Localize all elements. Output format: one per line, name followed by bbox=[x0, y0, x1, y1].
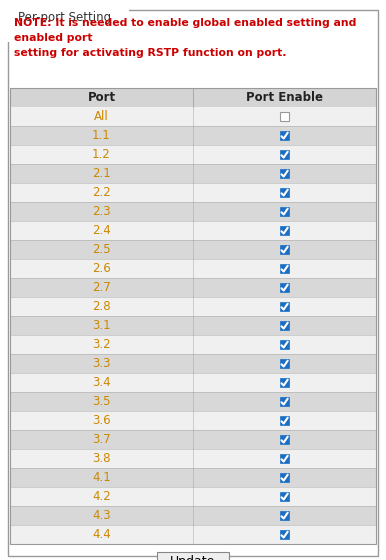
Bar bbox=[280, 131, 289, 140]
Bar bbox=[280, 150, 289, 159]
Bar bbox=[10, 202, 376, 221]
Bar bbox=[280, 264, 289, 273]
Bar bbox=[10, 449, 376, 468]
Text: 3.7: 3.7 bbox=[92, 433, 111, 446]
Bar bbox=[10, 354, 376, 373]
Bar bbox=[280, 473, 289, 482]
Bar bbox=[10, 487, 376, 506]
Bar bbox=[280, 511, 289, 520]
Bar bbox=[10, 221, 376, 240]
Bar bbox=[10, 525, 376, 544]
Bar bbox=[10, 335, 376, 354]
Text: 3.3: 3.3 bbox=[92, 357, 111, 370]
Text: Update: Update bbox=[170, 556, 216, 560]
Bar bbox=[280, 169, 289, 178]
Text: 2.2: 2.2 bbox=[92, 186, 111, 199]
Text: 3.5: 3.5 bbox=[92, 395, 111, 408]
Text: 3.8: 3.8 bbox=[92, 452, 111, 465]
Bar bbox=[10, 506, 376, 525]
Bar bbox=[280, 283, 289, 292]
Text: Port Enable: Port Enable bbox=[246, 91, 323, 104]
Text: 2.5: 2.5 bbox=[92, 243, 111, 256]
Text: Port: Port bbox=[88, 91, 115, 104]
Bar bbox=[280, 302, 289, 311]
Bar bbox=[10, 107, 376, 126]
Text: 3.4: 3.4 bbox=[92, 376, 111, 389]
Text: 4.3: 4.3 bbox=[92, 509, 111, 522]
Text: 3.2: 3.2 bbox=[92, 338, 111, 351]
Text: 2.4: 2.4 bbox=[92, 224, 111, 237]
Bar bbox=[10, 145, 376, 164]
Bar bbox=[280, 397, 289, 406]
Text: 3.1: 3.1 bbox=[92, 319, 111, 332]
Bar bbox=[280, 454, 289, 463]
Text: NOTE: It is needed to enable global enabled setting and enabled port
setting for: NOTE: It is needed to enable global enab… bbox=[14, 18, 356, 58]
Bar bbox=[10, 316, 376, 335]
Bar bbox=[280, 492, 289, 501]
Bar bbox=[280, 207, 289, 216]
Text: 2.3: 2.3 bbox=[92, 205, 111, 218]
Text: All: All bbox=[94, 110, 109, 123]
Bar bbox=[280, 530, 289, 539]
Text: 4.2: 4.2 bbox=[92, 490, 111, 503]
Bar bbox=[280, 359, 289, 368]
Bar bbox=[10, 240, 376, 259]
Text: Per-port Setting: Per-port Setting bbox=[18, 11, 111, 24]
Bar bbox=[280, 112, 289, 121]
Bar bbox=[280, 416, 289, 425]
Text: 2.1: 2.1 bbox=[92, 167, 111, 180]
Bar bbox=[10, 88, 376, 107]
Bar bbox=[157, 552, 229, 560]
Text: 3.6: 3.6 bbox=[92, 414, 111, 427]
Bar bbox=[10, 468, 376, 487]
Text: 2.6: 2.6 bbox=[92, 262, 111, 275]
Bar bbox=[280, 321, 289, 330]
Bar bbox=[10, 259, 376, 278]
Bar bbox=[10, 164, 376, 183]
Bar bbox=[10, 430, 376, 449]
Text: 4.1: 4.1 bbox=[92, 471, 111, 484]
Text: 1.2: 1.2 bbox=[92, 148, 111, 161]
Text: 4.4: 4.4 bbox=[92, 528, 111, 541]
Bar bbox=[10, 373, 376, 392]
Bar bbox=[10, 88, 376, 544]
Bar bbox=[10, 126, 376, 145]
Bar bbox=[280, 188, 289, 197]
Bar bbox=[280, 226, 289, 235]
Bar bbox=[10, 392, 376, 411]
Bar bbox=[280, 245, 289, 254]
Bar bbox=[10, 278, 376, 297]
Bar bbox=[280, 340, 289, 349]
Bar bbox=[280, 435, 289, 444]
Text: 2.8: 2.8 bbox=[92, 300, 111, 313]
Bar bbox=[10, 88, 376, 107]
Bar bbox=[10, 183, 376, 202]
Bar bbox=[10, 411, 376, 430]
Bar bbox=[280, 378, 289, 387]
Bar bbox=[10, 297, 376, 316]
Text: 2.7: 2.7 bbox=[92, 281, 111, 294]
Text: 1.1: 1.1 bbox=[92, 129, 111, 142]
